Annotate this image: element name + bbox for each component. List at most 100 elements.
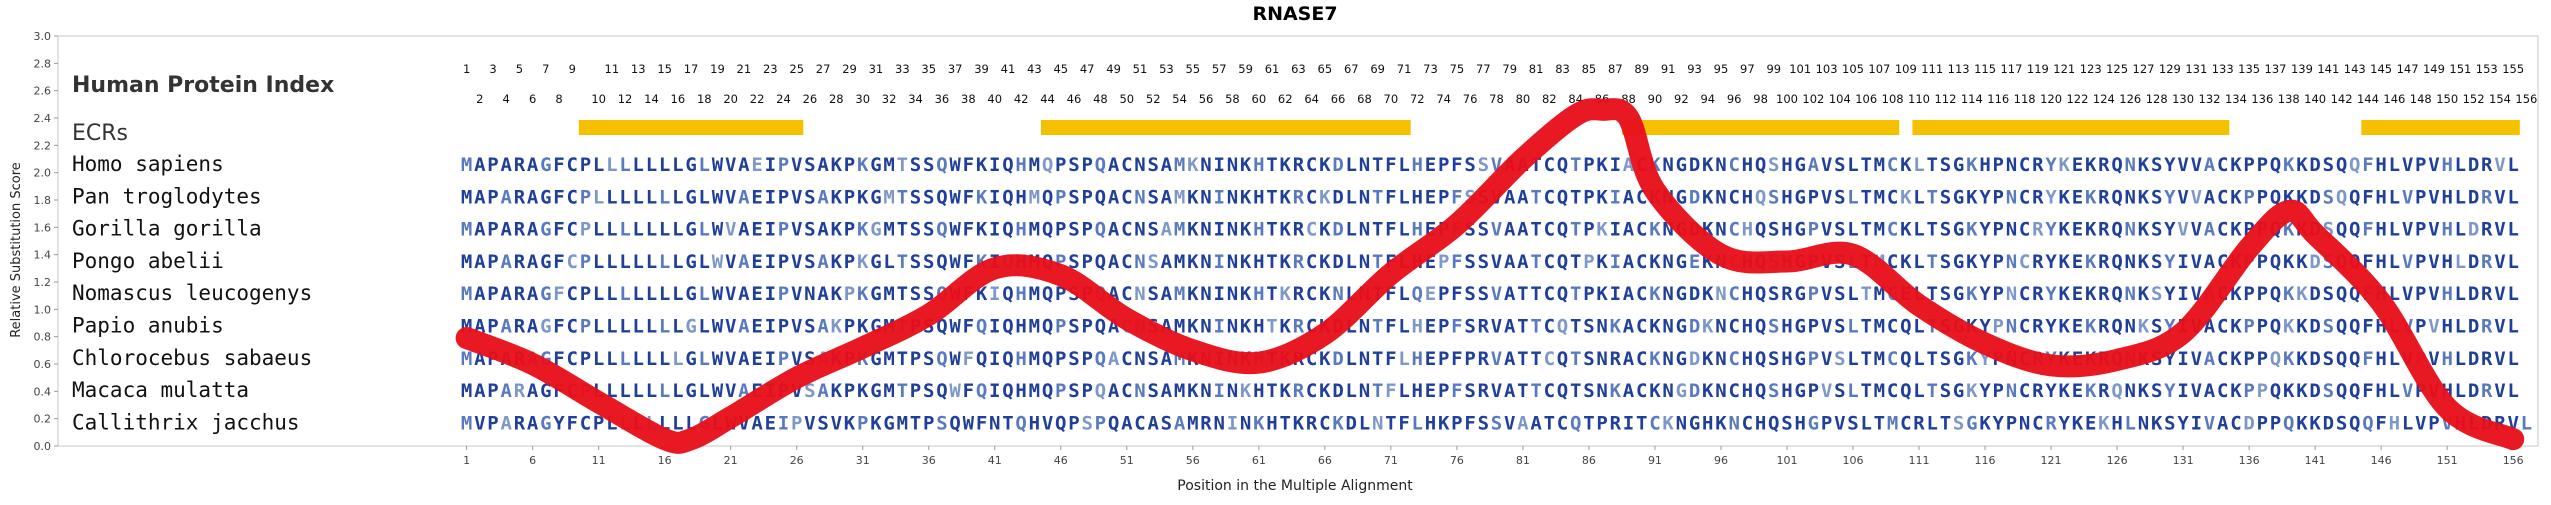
residue: M bbox=[1874, 219, 1885, 241]
residue: P bbox=[844, 251, 855, 273]
residue: C bbox=[2217, 219, 2228, 241]
residue: Y bbox=[2045, 316, 2057, 338]
residue: H bbox=[2111, 412, 2122, 434]
residue: C bbox=[1636, 380, 1647, 402]
residue: C bbox=[1887, 316, 1898, 338]
residue: M bbox=[883, 283, 894, 305]
residue: A bbox=[1623, 316, 1635, 338]
residue: K bbox=[2059, 186, 2071, 208]
residue: P bbox=[778, 154, 789, 176]
residue: C bbox=[1636, 283, 1647, 305]
residue: P bbox=[910, 348, 921, 370]
residue: K bbox=[1649, 283, 1661, 305]
residue: R bbox=[2032, 219, 2044, 241]
residue: N bbox=[1134, 219, 1145, 241]
residue: T bbox=[1530, 154, 1541, 176]
residue: Q bbox=[936, 154, 947, 176]
residue: N bbox=[1372, 412, 1383, 434]
residue: S bbox=[2323, 316, 2334, 338]
human-index-label: 105 bbox=[1842, 62, 1864, 76]
residue: K bbox=[2085, 186, 2097, 208]
residue: P bbox=[1808, 219, 1819, 241]
residue: R bbox=[1200, 412, 1212, 434]
residue: Q bbox=[2349, 219, 2360, 241]
residue: V bbox=[1821, 219, 1832, 241]
residue: P bbox=[487, 380, 498, 402]
residue: P bbox=[487, 251, 498, 273]
residue: L bbox=[619, 251, 630, 273]
residue: V bbox=[738, 412, 749, 434]
residue: A bbox=[500, 219, 512, 241]
residue: L bbox=[646, 186, 657, 208]
residue: F bbox=[1451, 316, 1462, 338]
residue: V bbox=[1821, 348, 1832, 370]
residue: H bbox=[1702, 412, 1713, 434]
residue: L bbox=[646, 348, 657, 370]
residue: G bbox=[1953, 251, 1964, 273]
residue: A bbox=[527, 186, 539, 208]
residue: C bbox=[1306, 154, 1317, 176]
residue: L bbox=[2507, 283, 2518, 305]
residue: T bbox=[910, 412, 921, 434]
residue: H bbox=[1781, 186, 1792, 208]
residue: L bbox=[633, 348, 644, 370]
residue: C bbox=[1319, 412, 1330, 434]
residue: P bbox=[2243, 316, 2254, 338]
human-index-label: 51 bbox=[1133, 62, 1148, 76]
residue: Q bbox=[1095, 154, 1106, 176]
residue: D bbox=[1332, 154, 1343, 176]
residue: P bbox=[778, 348, 789, 370]
ecr-bar bbox=[1912, 120, 2230, 135]
residue: R bbox=[1293, 380, 1305, 402]
human-index-label: 123 bbox=[2080, 62, 2102, 76]
y-tick-label: 0.8 bbox=[34, 331, 52, 344]
residue: H bbox=[1253, 251, 1264, 273]
residue: E bbox=[2072, 154, 2083, 176]
residue: Q bbox=[1755, 186, 1766, 208]
residue: A bbox=[817, 154, 829, 176]
residue: V bbox=[1491, 380, 1502, 402]
residue: A bbox=[1108, 380, 1120, 402]
residue: L bbox=[1847, 283, 1858, 305]
residue: A bbox=[1808, 154, 1820, 176]
residue: I bbox=[1213, 186, 1224, 208]
residue: Y bbox=[1979, 219, 1991, 241]
residue: P bbox=[2415, 380, 2426, 402]
residue: N bbox=[1359, 348, 1370, 370]
residue: K bbox=[1240, 186, 1252, 208]
residue: C bbox=[1887, 154, 1898, 176]
human-index-label: 100 bbox=[1776, 92, 1798, 106]
human-index-label: 10 bbox=[591, 92, 606, 106]
residue: N bbox=[1662, 154, 1673, 176]
residue: P bbox=[2257, 380, 2268, 402]
human-index-label: 21 bbox=[737, 62, 752, 76]
residue: A bbox=[1623, 380, 1635, 402]
residue: L bbox=[593, 219, 604, 241]
residue: C bbox=[1636, 186, 1647, 208]
human-index-label: 82 bbox=[1542, 92, 1557, 106]
residue: H bbox=[1253, 154, 1264, 176]
residue: I bbox=[765, 283, 776, 305]
residue: H bbox=[1425, 412, 1436, 434]
residue: L bbox=[1346, 251, 1357, 273]
residue: L bbox=[672, 283, 683, 305]
residue: K bbox=[2296, 251, 2308, 273]
residue: L bbox=[1847, 348, 1858, 370]
human-index-label: 95 bbox=[1714, 62, 1729, 76]
residue: C bbox=[1728, 219, 1739, 241]
x-axis-label: Position in the Multiple Alignment bbox=[1177, 478, 1413, 494]
residue: K bbox=[1240, 154, 1252, 176]
residue: I bbox=[765, 154, 776, 176]
residue: S bbox=[1464, 251, 1475, 273]
residue: W bbox=[949, 186, 961, 208]
residue: F bbox=[1385, 348, 1396, 370]
residue: L bbox=[1398, 316, 1409, 338]
residue: V bbox=[2494, 251, 2505, 273]
residue: C bbox=[2217, 348, 2228, 370]
residue: C bbox=[1306, 348, 1317, 370]
residue: I bbox=[1213, 154, 1224, 176]
residue: K bbox=[1438, 412, 1450, 434]
residue: F bbox=[2362, 186, 2373, 208]
residue: H bbox=[2375, 219, 2386, 241]
residue: N bbox=[1596, 348, 1607, 370]
